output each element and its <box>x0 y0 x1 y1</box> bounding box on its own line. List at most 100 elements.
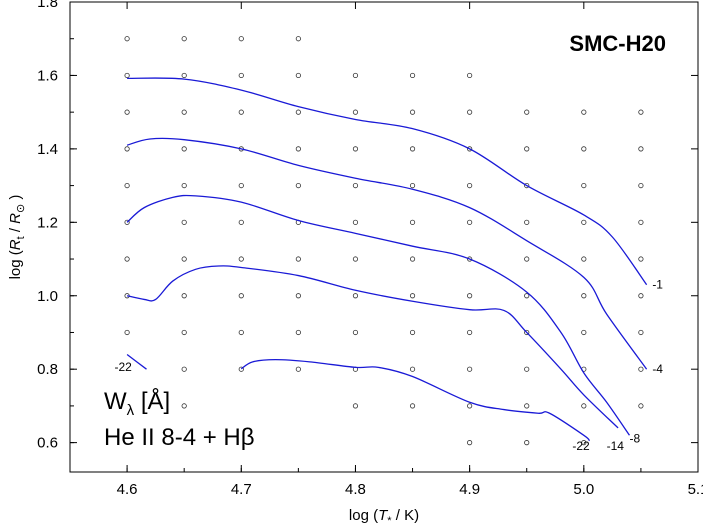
y-axis-title-subscript-2: ⊙ <box>15 204 27 213</box>
model-grid-point <box>409 219 416 225</box>
model-grid-point <box>467 219 473 225</box>
model-grid-point <box>181 329 187 336</box>
y-axis-ticks: 0.6 0.8 1.0 1.2 1.4 1.6 1.8 <box>37 0 698 452</box>
x-tick-label: 5.0 <box>573 481 594 498</box>
x-axis-title-symbol: T <box>378 507 389 524</box>
model-grid-point <box>295 366 301 372</box>
model-grid-point <box>638 182 644 189</box>
contour-line <box>126 265 619 429</box>
model-grid-point <box>352 109 359 115</box>
model-grid-point <box>467 440 473 446</box>
x-axis-title: log (T* / K) <box>349 507 419 526</box>
model-grid-point <box>238 36 244 42</box>
model-grid-point <box>124 219 130 225</box>
x-axis-title-subscript: * <box>387 515 392 526</box>
model-grid-point <box>181 293 187 299</box>
contour-line <box>126 137 648 370</box>
legend-symbol: W <box>104 388 127 415</box>
x-tick-label: 4.6 <box>117 481 138 498</box>
legend-line-label: He II 8-4 + Hβ <box>104 424 255 451</box>
model-grid-point <box>181 109 187 115</box>
model-grid-point <box>181 366 187 372</box>
model-grid-point <box>352 403 359 409</box>
model-grid-point <box>581 182 587 189</box>
model-grid-point <box>124 146 130 152</box>
model-grid-point <box>467 329 473 336</box>
model-grid-point <box>352 256 359 262</box>
model-grid-point <box>581 256 587 262</box>
model-grid-point <box>524 403 530 409</box>
model-grid-point <box>467 293 473 299</box>
model-grid-point <box>581 440 587 446</box>
model-grid-point <box>581 219 587 225</box>
model-grid-point <box>524 219 530 225</box>
model-grid-point <box>238 293 244 299</box>
contour-line <box>127 77 648 286</box>
y-axis-title: log (Rt / R⊙ ) <box>7 195 27 280</box>
model-grid-point <box>238 366 244 372</box>
model-grid-point <box>238 329 244 336</box>
model-grid-point <box>181 256 187 262</box>
model-grid-point <box>181 219 187 225</box>
model-grid-point <box>409 182 416 189</box>
contour-label: -4 <box>652 362 663 376</box>
model-grid-point <box>124 72 130 79</box>
model-grid-point <box>467 256 473 262</box>
model-grid-point <box>638 329 644 336</box>
model-grid-point <box>295 72 301 79</box>
y-tick-label: 1.4 <box>37 141 58 158</box>
model-grid-point <box>409 109 416 115</box>
model-grid-point <box>409 366 416 372</box>
y-axis-title-symbol: R <box>7 239 24 250</box>
model-grid-point <box>295 182 301 189</box>
model-grid-point <box>467 109 473 115</box>
x-axis-title-suffix: / K) <box>392 507 420 524</box>
model-grid-point <box>524 293 530 299</box>
model-grid-point <box>181 146 187 152</box>
model-grid-point <box>238 219 244 225</box>
model-grid-point <box>352 293 359 299</box>
model-grid-point <box>352 219 359 225</box>
contour-label: -8 <box>629 432 640 446</box>
model-grid-point <box>524 366 530 372</box>
model-grid-point <box>352 146 359 152</box>
model-grid-point <box>581 293 587 299</box>
model-grid-point <box>352 329 359 336</box>
model-grid-point <box>524 109 530 115</box>
contour-labels: -1 -4 -8 -14 -22 -22 <box>115 277 664 453</box>
model-grid-point <box>295 256 301 262</box>
model-grid-point <box>524 182 530 189</box>
x-axis-title-prefix: log ( <box>349 507 378 524</box>
model-grid-point <box>238 109 244 115</box>
model-grid-point <box>581 146 587 152</box>
contour-label: -22 <box>115 360 133 374</box>
model-grid-point <box>467 182 473 189</box>
model-grid-point <box>581 109 587 115</box>
model-grid-point <box>467 366 473 372</box>
model-grid-point <box>638 146 644 152</box>
legend-subscript: λ <box>127 402 135 419</box>
model-grid-point <box>467 72 473 79</box>
model-grid-point <box>524 146 530 152</box>
y-tick-label: 0.8 <box>37 361 58 378</box>
model-grid-point <box>638 109 644 115</box>
x-tick-label: 4.7 <box>231 481 252 498</box>
model-grid-point <box>295 36 301 42</box>
y-axis-title-symbol-2: R <box>7 213 24 224</box>
plot-frame <box>69 1 699 473</box>
model-grid-point <box>409 403 416 409</box>
contour-label: -22 <box>572 439 590 453</box>
model-grid-point <box>181 72 187 79</box>
model-grid-point <box>181 403 187 409</box>
contour-label: -14 <box>607 439 625 453</box>
legend-unit: [Å] <box>134 387 170 415</box>
x-tick-label: 5.1 <box>688 481 703 498</box>
model-grid-point <box>638 293 644 299</box>
model-grid-point <box>181 36 187 42</box>
model-grid-point <box>295 293 301 299</box>
model-grid-point <box>352 72 359 79</box>
model-grid-point <box>181 182 187 189</box>
model-grid-point <box>581 329 587 336</box>
model-grid-point <box>124 36 130 42</box>
